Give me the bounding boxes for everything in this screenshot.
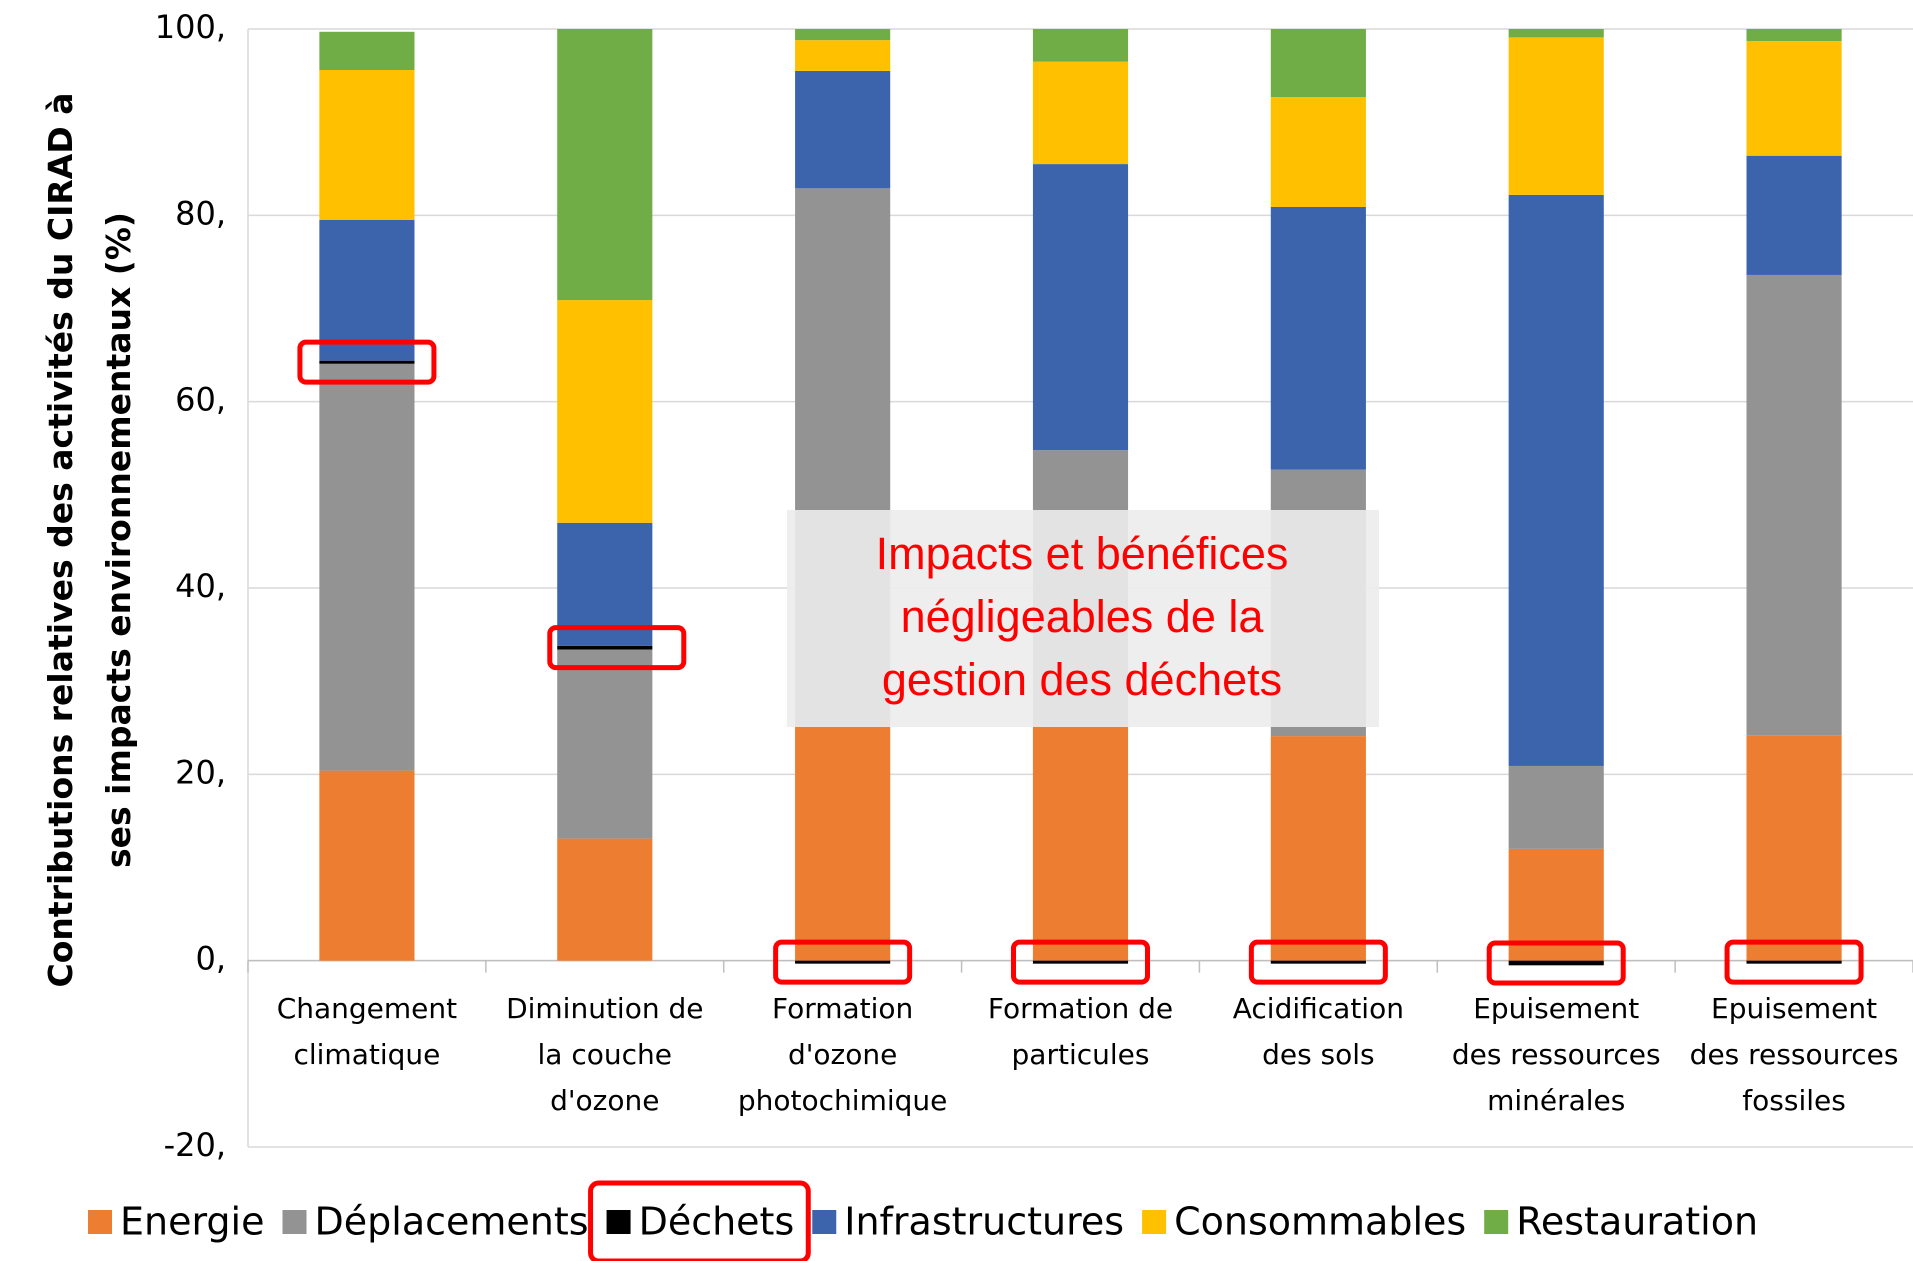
x-tick-label-line: d'ozone	[550, 1084, 659, 1117]
highlight-box	[588, 1180, 811, 1261]
bar-segment	[1746, 735, 1842, 961]
bar-segment	[795, 70, 891, 189]
bar-segment	[795, 960, 891, 964]
bar-segment	[1746, 41, 1842, 156]
bar-segment	[795, 724, 891, 961]
x-tick-label-line: climatique	[293, 1038, 440, 1071]
x-tick-label: Changement climatique	[277, 992, 457, 1071]
bar-segment	[319, 360, 415, 364]
bar-segment	[795, 29, 891, 41]
highlight-box	[1248, 939, 1388, 985]
x-tick-label: Epuisement des ressources fossiles	[1690, 992, 1899, 1117]
legend-swatch	[88, 1210, 112, 1234]
y-tick-label: 80,	[175, 194, 226, 232]
bar-segment	[1508, 194, 1604, 766]
bar-segment	[1032, 61, 1129, 165]
annotation: gestion des déchets	[882, 654, 1282, 705]
y-tick-label: 40,	[175, 567, 226, 605]
x-tick-label: Acidification des sols	[1233, 992, 1404, 1071]
bar-segment	[1508, 765, 1604, 849]
bar-segment	[319, 219, 415, 361]
bar-segment	[319, 770, 415, 961]
bar-segment	[557, 29, 653, 301]
x-tick-label-line: la couche	[538, 1038, 672, 1071]
x-tick-label-line: des sols	[1262, 1038, 1375, 1071]
bar-segment	[557, 649, 653, 839]
bar-segment	[1270, 29, 1366, 98]
bar-segment	[1270, 736, 1366, 961]
legend-label: Déchets	[639, 1200, 795, 1244]
x-tick-label-line: Formation	[772, 992, 913, 1025]
x-tick-label-line: des ressources	[1452, 1038, 1661, 1071]
bar-segment	[1746, 155, 1842, 275]
x-tick-label-line: Epuisement	[1473, 992, 1639, 1025]
x-tick-label-line: Diminution de	[506, 992, 703, 1025]
annotation: Impacts et bénéfices	[876, 528, 1289, 579]
highlight-box	[547, 625, 687, 671]
annotation-box	[787, 510, 1379, 727]
legend-label: Energie	[120, 1200, 265, 1244]
legend-swatch	[812, 1210, 837, 1234]
bar-segment	[1746, 960, 1842, 964]
x-tick-label-line: Epuisement	[1711, 992, 1877, 1025]
bar-segment	[1508, 960, 1604, 966]
bar-segment	[1270, 206, 1366, 470]
y-axis-title-line: Contributions relatives des activités du…	[41, 93, 80, 988]
x-tick-label-line: minérales	[1487, 1084, 1625, 1117]
y-tick-label: 60,	[175, 381, 226, 419]
bar-segment	[1032, 724, 1129, 961]
x-tick-label-line: Acidification	[1233, 992, 1404, 1025]
x-tick-label: Formation de particules	[988, 992, 1173, 1071]
highlight-box	[297, 339, 437, 385]
highlight-box	[773, 939, 913, 985]
legend-label: Infrastructures	[844, 1200, 1124, 1244]
y-tick-label: 20,	[175, 753, 226, 791]
annotation: négligeables de la	[901, 591, 1265, 642]
bar-segment	[557, 300, 653, 523]
y-tick-label: -20,	[164, 1126, 226, 1164]
x-tick-label-line: Formation de	[988, 992, 1173, 1025]
x-tick-label: Epuisement des ressources minérales	[1452, 992, 1661, 1117]
x-tick-label-line: particules	[1012, 1038, 1150, 1071]
x-tick-label: Formation d'ozone photochimique	[738, 992, 947, 1117]
x-tick-label-line: fossiles	[1742, 1084, 1846, 1117]
legend-swatch	[1484, 1210, 1509, 1234]
bar-segment	[319, 31, 415, 70]
bar-segment	[795, 40, 891, 71]
bar-segment	[1746, 274, 1842, 736]
x-tick-label-line: Changement	[277, 992, 457, 1025]
legend-swatch	[606, 1210, 631, 1234]
legend-label: Consommables	[1174, 1200, 1466, 1244]
x-tick-label-line: d'ozone	[788, 1038, 897, 1071]
legend-label: Déplacements	[315, 1200, 589, 1244]
bar-segment	[1032, 960, 1129, 964]
bar-segment	[557, 838, 653, 961]
bar-segment	[1508, 29, 1604, 38]
bar-segment	[1508, 37, 1604, 195]
bar-segment	[1032, 29, 1129, 62]
bar-segment	[1032, 164, 1129, 451]
y-axis-title: Contributions relatives des activités du…	[41, 93, 138, 988]
y-tick-label: 100,	[155, 8, 226, 46]
bar-segment	[319, 363, 415, 771]
y-axis-title-line: ses impacts environnementaux (%)	[99, 212, 138, 868]
x-tick-label-line: photochimique	[738, 1084, 947, 1117]
x-tick-label: Diminution de la couche d'ozone	[506, 992, 703, 1117]
highlight-box	[1724, 939, 1864, 985]
bar-segment	[319, 69, 415, 220]
highlight-box	[1486, 940, 1626, 986]
bar-segment	[1746, 29, 1842, 42]
bar-segment	[1270, 97, 1366, 207]
x-tick-label-line: des ressources	[1690, 1038, 1899, 1071]
y-tick-label: 0,	[195, 940, 226, 978]
highlight-box	[1011, 939, 1150, 985]
legend-swatch	[282, 1210, 307, 1234]
bar-segment	[557, 645, 653, 650]
legend-swatch	[1142, 1210, 1167, 1234]
legend-label: Restauration	[1516, 1200, 1758, 1244]
bar-segment	[1270, 960, 1366, 964]
